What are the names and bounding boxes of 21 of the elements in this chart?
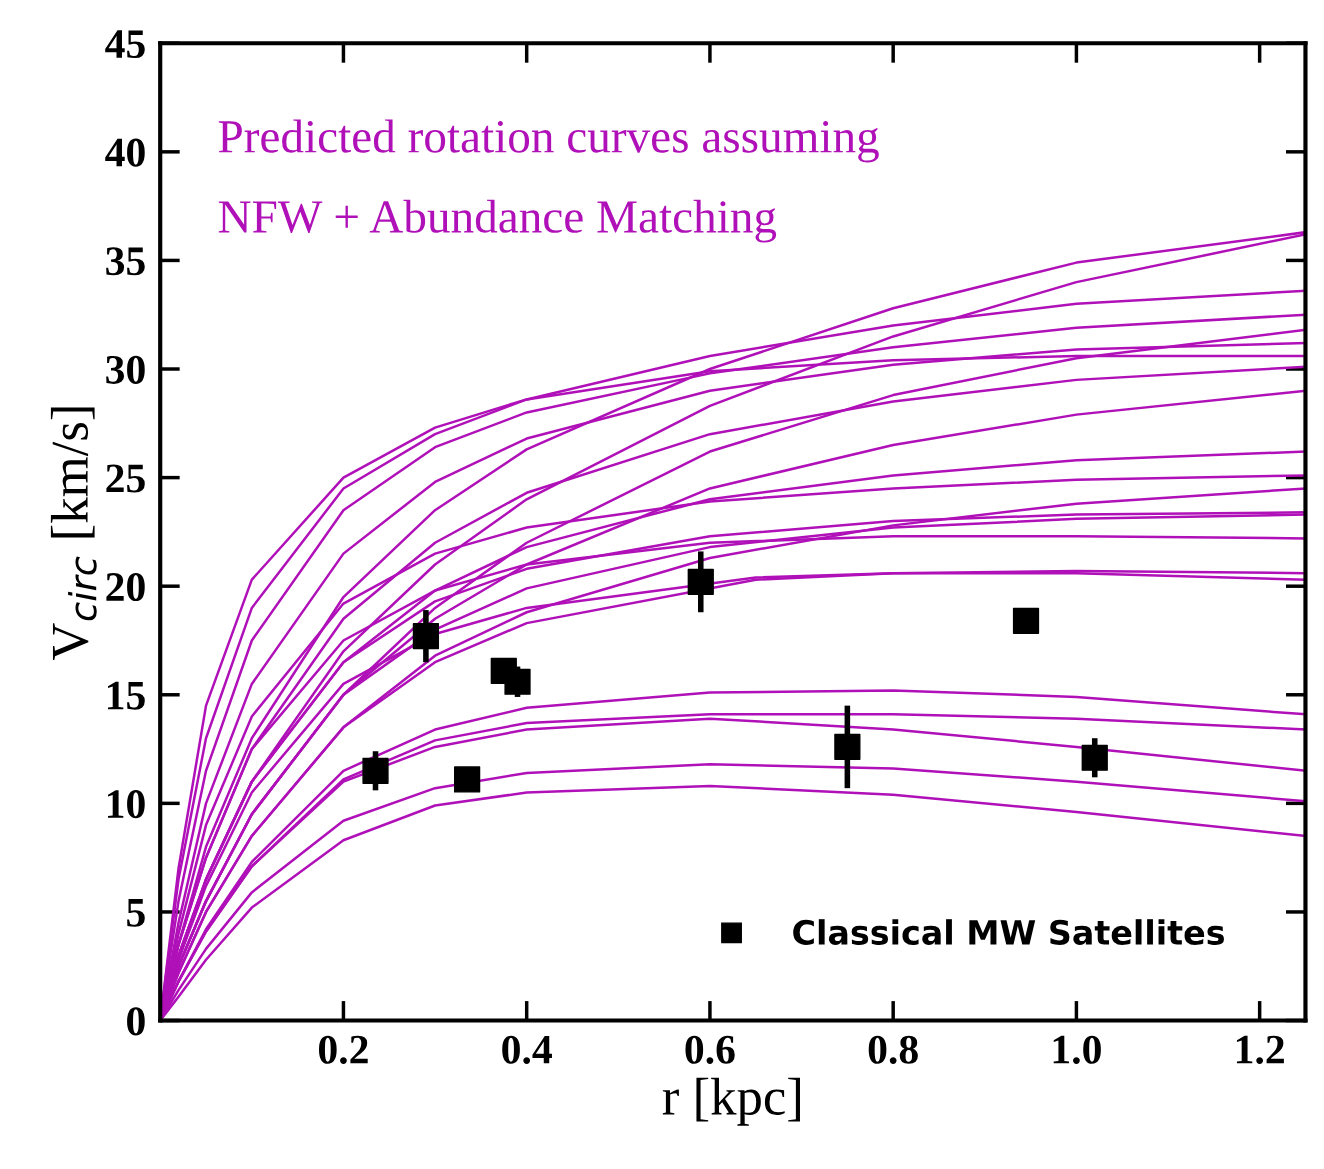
y-tick-label: 15 (107, 681, 145, 710)
x-tick-label: 0.2 (318, 1035, 368, 1064)
y-tick-label: 5 (127, 899, 145, 927)
y-tick-label: 45 (105, 30, 145, 59)
x-tick-label: 0.6 (685, 1035, 735, 1064)
annotation: NFW + Abundance Matching (218, 199, 777, 243)
y-axis-title: V$_{circ}$ [km/s] (50, 407, 97, 661)
x-axis-title: r [kpc] (662, 1077, 800, 1126)
y-tick-label: 10 (107, 790, 145, 819)
x-tick-label: 1.0 (1053, 1035, 1101, 1064)
y-tick-label: 20 (106, 572, 145, 602)
annotation: Predicted rotation curves assuming (218, 119, 879, 163)
y-tick-label: 0 (127, 1007, 145, 1036)
y-tick-label: 30 (106, 355, 145, 384)
legend-label: Classical MW Satellites (793, 919, 1224, 945)
x-tick-label: 1.2 (1236, 1035, 1284, 1064)
x-tick-label: 0.4 (502, 1035, 552, 1064)
y-tick-label: 40 (105, 138, 145, 167)
y-tick-label: 35 (106, 247, 145, 276)
x-tick-label: 0.8 (868, 1035, 918, 1064)
y-tick-label: 25 (106, 464, 145, 493)
